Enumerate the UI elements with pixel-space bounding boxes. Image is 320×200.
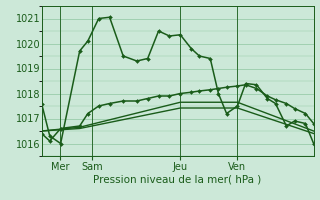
X-axis label: Pression niveau de la mer( hPa ): Pression niveau de la mer( hPa ) (93, 174, 262, 184)
